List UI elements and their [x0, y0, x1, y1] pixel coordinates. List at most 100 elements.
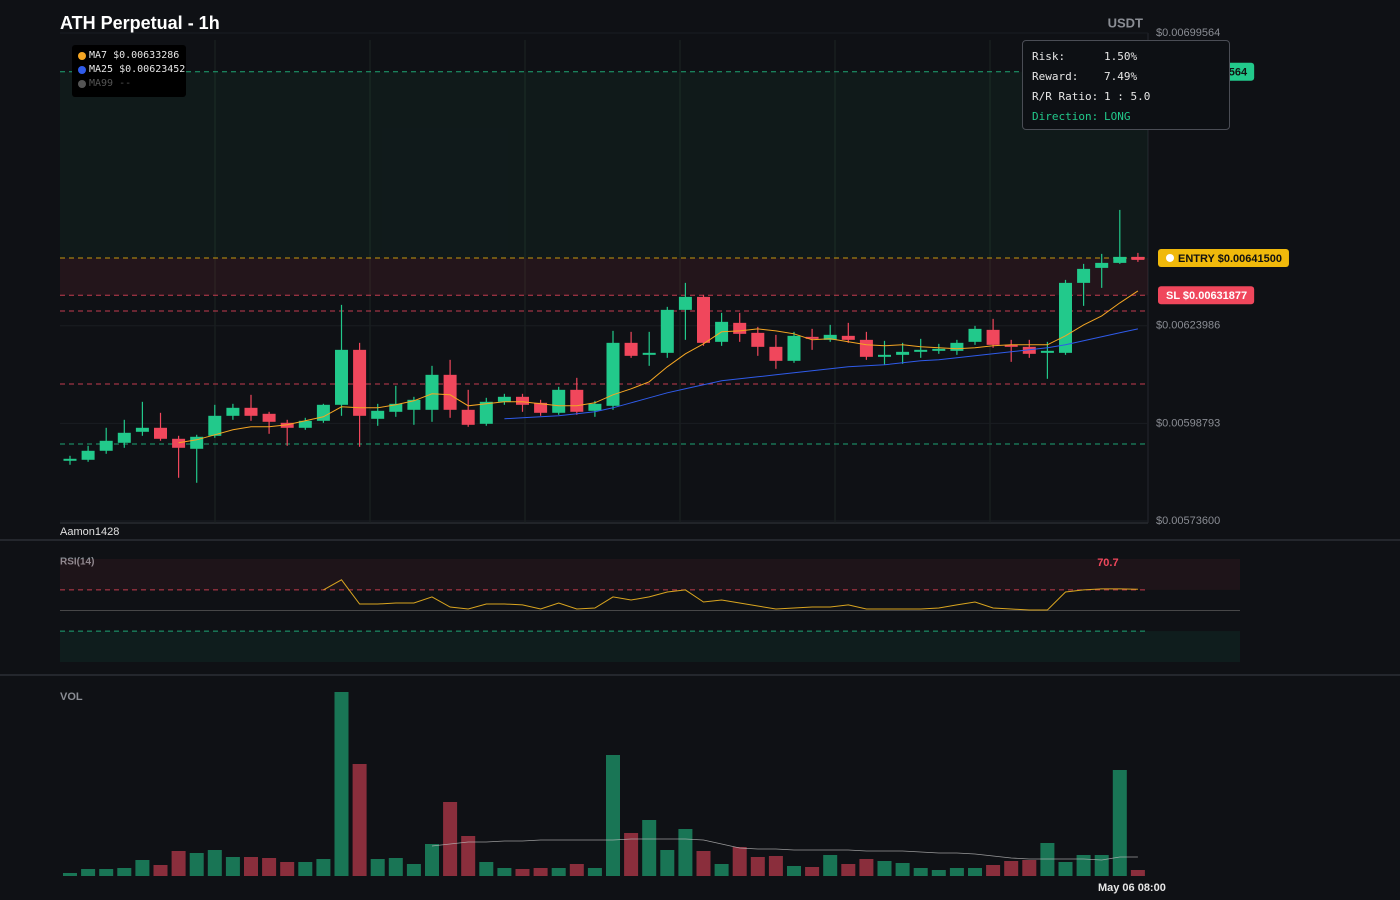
- risk-row: Risk: 1.50%: [1032, 46, 1220, 66]
- watermark: Aamon1428: [60, 526, 119, 538]
- volume-bar: [443, 802, 458, 876]
- rsi-value-label: 70.7: [1097, 557, 1118, 569]
- volume-bar: [153, 865, 168, 876]
- volume-bar: [189, 853, 204, 876]
- volume-bar: [388, 858, 403, 876]
- candle-body: [624, 342, 638, 356]
- legend-name: MA25: [89, 64, 113, 75]
- volume-bar: [461, 836, 476, 876]
- risk-row: R/R Ratio: 1 : 5.0: [1032, 86, 1220, 106]
- candle-body: [968, 328, 982, 342]
- risk-row: Direction: LONG: [1032, 106, 1220, 126]
- volume-bar: [1040, 843, 1055, 876]
- volume-bar: [406, 864, 421, 876]
- ma-line: [504, 328, 1139, 420]
- volume-bar: [696, 851, 711, 876]
- candle-body: [678, 296, 692, 310]
- volume-bar: [931, 870, 946, 876]
- legend-value: $0.00623452: [119, 64, 185, 75]
- candle-body: [787, 335, 801, 361]
- volume-bar: [99, 869, 114, 876]
- volume-bar: [895, 863, 910, 876]
- volume-bar: [949, 868, 964, 876]
- candle-body: [878, 354, 891, 357]
- candle-body: [932, 348, 946, 351]
- volume-bar: [642, 820, 657, 876]
- legend-dot: [78, 80, 86, 88]
- volume-bar: [678, 829, 693, 876]
- volume-bar: [515, 869, 530, 876]
- candle-body: [950, 342, 964, 351]
- volume-bar: [1076, 855, 1091, 876]
- volume-bar: [225, 857, 240, 876]
- candle-body: [1077, 268, 1091, 283]
- volume-bar: [660, 850, 675, 876]
- volume-bar: [732, 847, 747, 876]
- volume-bar: [63, 873, 77, 876]
- risk-zone: [60, 257, 1148, 296]
- volume-bar: [370, 859, 385, 876]
- volume-ma-line: [431, 838, 1138, 861]
- volume-bar: [135, 860, 150, 876]
- volume-bar: [316, 859, 331, 876]
- ma-line: [178, 290, 1139, 444]
- volume-bar: [624, 833, 639, 876]
- volume-bar: [1058, 862, 1073, 876]
- candle-body: [1040, 350, 1054, 353]
- vol-title: VOL: [60, 691, 83, 703]
- candle-body: [1004, 344, 1018, 347]
- volume-bar: [968, 868, 982, 876]
- oversold-band: [60, 631, 1240, 662]
- volume-bar: [805, 867, 820, 876]
- candle-body: [570, 389, 584, 412]
- candle-body: [841, 335, 855, 340]
- x-tick-label: May 06 08:00: [1098, 882, 1166, 894]
- candle-body: [1113, 256, 1127, 263]
- legend-entry: MA7 $0.00633286: [89, 50, 179, 61]
- candle-body: [425, 374, 439, 410]
- candle-body: [733, 322, 747, 334]
- y-tick-label: $0.00623986: [1156, 320, 1220, 332]
- volume-bar: [551, 868, 566, 876]
- candle-body: [99, 440, 113, 451]
- candle-body: [534, 402, 548, 413]
- legend-box: [72, 45, 186, 97]
- volume-bar: [877, 861, 892, 876]
- volume-bar: [117, 868, 132, 876]
- rsi-title: RSI(14): [60, 557, 94, 568]
- risk-panel: Risk: 1.50% Reward: 7.49% R/R Ratio: 1 : 5.…: [1022, 40, 1230, 130]
- tag-label: ENTRY $0.00641500: [1178, 253, 1282, 265]
- candle-body: [552, 389, 566, 413]
- volume-bar: [823, 855, 838, 876]
- candle-body: [1059, 282, 1072, 353]
- y-tick-label: $0.00573600: [1156, 515, 1220, 527]
- row-label: R/R Ratio:: [1032, 89, 1099, 103]
- volume-bar: [569, 864, 584, 876]
- vertical-grid: [214, 40, 991, 523]
- y-tick-label: $0.00598793: [1156, 417, 1220, 429]
- y-tick-label: $0.00699564: [1156, 27, 1220, 39]
- candle-body: [805, 336, 819, 339]
- rsi-line: [323, 579, 1138, 611]
- volume-bar: [533, 868, 548, 876]
- volume-bar: [207, 850, 222, 876]
- candle-body: [135, 427, 149, 432]
- volume-bar: [750, 857, 765, 876]
- tag-dot: [1166, 253, 1174, 262]
- volume-bar: [787, 866, 801, 876]
- legend-dot: [78, 66, 86, 74]
- candle-body: [516, 396, 529, 405]
- volume-bar: [352, 764, 367, 876]
- candle-body: [660, 309, 674, 353]
- candle-body: [117, 432, 131, 443]
- risk-row: Reward: 7.49%: [1032, 66, 1220, 86]
- candle-body: [407, 399, 421, 410]
- candle-body: [226, 407, 240, 416]
- candle-body: [172, 438, 186, 448]
- row-value: 1.50%: [1104, 49, 1138, 63]
- candle-body: [461, 409, 475, 425]
- candle-body: [1022, 346, 1036, 354]
- volume-bar: [1094, 855, 1109, 876]
- tag-bg: [1158, 286, 1255, 305]
